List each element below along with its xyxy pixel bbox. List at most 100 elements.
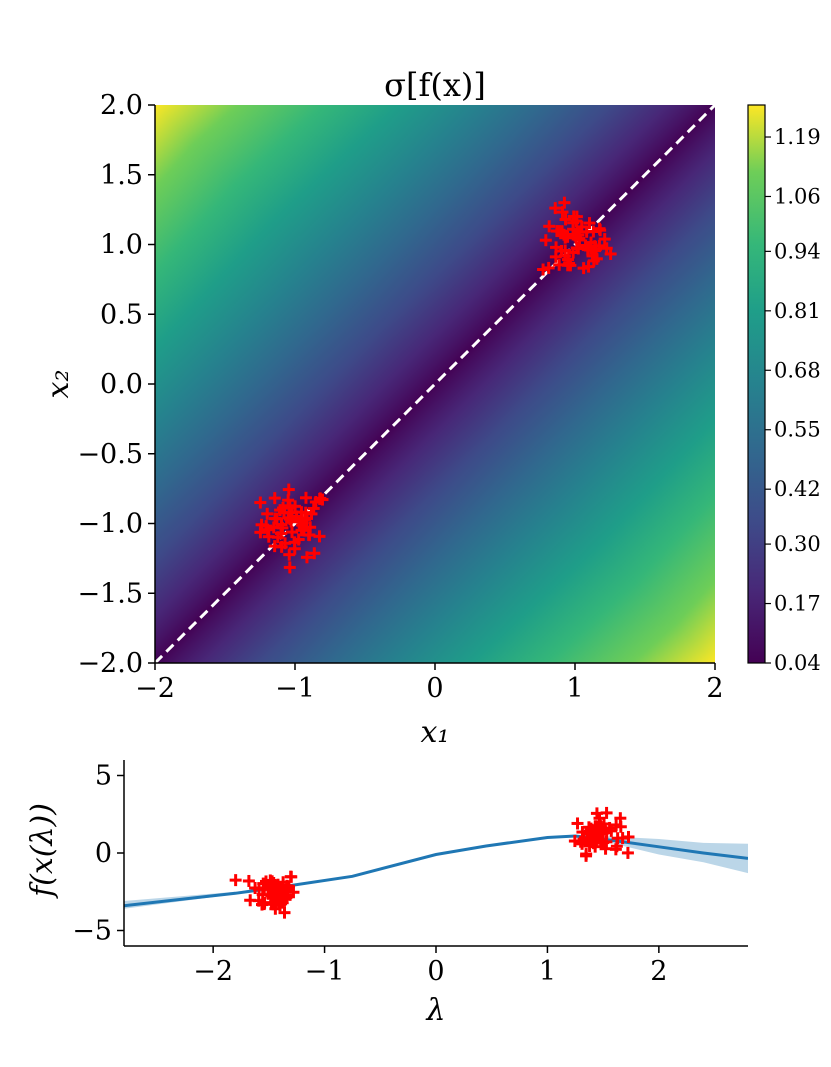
bottom-marker-1-29 bbox=[611, 832, 624, 845]
colorbar-ticks: 1.19 1.06 0.94 0.81 0.68 0.55 0.42 0.30 0.17 0.04 bbox=[765, 125, 821, 675]
top-marker-0-55 bbox=[314, 492, 327, 505]
line-y-tick-label: 5 bbox=[95, 761, 112, 792]
line-ylabel: f(x(λ)) bbox=[25, 803, 60, 899]
bottom-marker-0-50 bbox=[269, 895, 282, 908]
heatmap-y-tick-label: 1.5 bbox=[100, 160, 143, 191]
bottom-marker-1-57 bbox=[614, 812, 627, 825]
colorbar-tick-label: 0.94 bbox=[774, 239, 821, 263]
uncertainty-band bbox=[124, 835, 748, 909]
heatmap-title: σ[f(x)] bbox=[384, 66, 486, 104]
top-marker-1-51 bbox=[543, 220, 556, 233]
bottom-marker-1-41 bbox=[609, 843, 622, 856]
top-marker-1-49 bbox=[559, 231, 572, 244]
bottom-marker-0-47 bbox=[284, 870, 297, 883]
top-marker-1-8 bbox=[598, 233, 611, 246]
heatmap-y-tick-label: 0.5 bbox=[100, 299, 143, 330]
line-x-tick-label: 2 bbox=[650, 956, 667, 987]
top-marker-0-41 bbox=[286, 526, 299, 539]
top-marker-0-46 bbox=[262, 530, 275, 543]
bottom-marker-0-56 bbox=[269, 879, 282, 892]
top-marker-1-44 bbox=[587, 225, 600, 238]
top-marker-1-41 bbox=[570, 215, 583, 228]
line-y-tick-label: −5 bbox=[72, 916, 112, 947]
top-marker-1-43 bbox=[549, 250, 562, 263]
top-marker-0-38 bbox=[268, 492, 281, 505]
bottom-marker-1-59 bbox=[580, 832, 593, 845]
heatmap-layer bbox=[155, 105, 715, 663]
heatmap-panel: −2 −1 0 1 2 2.01.51.00.50.0−0.5−1.0−1.5−2.0 … bbox=[41, 66, 724, 750]
top-marker-0-47 bbox=[283, 499, 296, 512]
heatmap-y-tick-label: 1.0 bbox=[100, 230, 143, 261]
top-marker-1-56 bbox=[555, 244, 568, 257]
top-marker-1-36 bbox=[539, 234, 552, 247]
bottom-marker-0-59 bbox=[273, 886, 286, 899]
top-marker-1-46 bbox=[537, 263, 550, 276]
top-marker-0-48 bbox=[300, 551, 313, 564]
top-marker-0-42 bbox=[260, 520, 273, 533]
colorbar-tick-label: 0.30 bbox=[774, 532, 821, 556]
line-x-tick-label: 0 bbox=[427, 956, 444, 987]
heatmap-x-tick-label: 2 bbox=[706, 673, 723, 704]
top-marker-0-25 bbox=[282, 483, 295, 496]
top-marker-1-59 bbox=[590, 243, 603, 256]
colorbar-tick-label: 0.55 bbox=[774, 418, 821, 442]
top-marker-0-54 bbox=[292, 533, 305, 546]
mean-line bbox=[124, 834, 748, 908]
top-marker-1-45 bbox=[577, 262, 590, 275]
top-marker-0-57 bbox=[300, 512, 313, 525]
colorbar-gradient bbox=[747, 104, 766, 664]
line-x-tick-label: 1 bbox=[539, 956, 556, 987]
top-marker-1-12 bbox=[558, 196, 571, 209]
top-marker-0-24 bbox=[261, 507, 274, 520]
top-marker-1-1 bbox=[583, 217, 596, 230]
line-panel: −2 −1 0 1 2 5 0 −5 λ f(x(λ)) bbox=[25, 760, 748, 1028]
colorbar-tick-label: 1.06 bbox=[774, 184, 821, 208]
bottom-marker-0-39 bbox=[244, 894, 257, 907]
colorbar-tick-label: 0.42 bbox=[774, 477, 821, 501]
colorbar-tick-label: 0.81 bbox=[774, 299, 821, 323]
colorbar-tick-label: 1.19 bbox=[774, 125, 821, 149]
top-marker-1-52 bbox=[593, 222, 606, 235]
heatmap-y-tick-label: 0.0 bbox=[100, 369, 143, 400]
bottom-marker-0-43 bbox=[255, 898, 268, 911]
top-marker-0-50 bbox=[279, 537, 292, 550]
heatmap-x-tick-label: 0 bbox=[426, 673, 443, 704]
colorbar-tick-label: 0.17 bbox=[774, 592, 821, 616]
bottom-marker-0-51 bbox=[287, 886, 300, 899]
bottom-marker-0-33 bbox=[259, 875, 272, 888]
bottom-marker-1-55 bbox=[594, 834, 607, 847]
heatmap-y-ticks: 2.0 1.5 1.0 0.5 0.0 −0.5 −1.0 −1.5 −2.0 bbox=[77, 90, 155, 679]
top-marker-0-18 bbox=[283, 561, 296, 574]
heatmap-ylabel: x₂ bbox=[41, 370, 76, 399]
bottom-markers bbox=[229, 806, 635, 919]
line-x-tick-label: −1 bbox=[305, 956, 345, 987]
bottom-marker-1-16 bbox=[621, 846, 634, 859]
top-marker-0-56 bbox=[302, 528, 315, 541]
top-marker-1-31 bbox=[567, 223, 580, 236]
heatmap-y-tick-label: −1.5 bbox=[77, 578, 143, 609]
top-marker-0-21 bbox=[283, 548, 296, 561]
bottom-marker-0-52 bbox=[261, 883, 274, 896]
top-marker-0-28 bbox=[268, 540, 281, 553]
line-x-tick-label: −2 bbox=[193, 956, 233, 987]
top-marker-0-58 bbox=[277, 502, 290, 515]
bottom-marker-1-53 bbox=[593, 812, 606, 825]
line-y-tick-label: 0 bbox=[95, 838, 112, 869]
heatmap-x-tick-label: −2 bbox=[135, 673, 175, 704]
top-marker-1-53 bbox=[600, 242, 613, 255]
line-xlabel: λ bbox=[425, 993, 445, 1028]
top-marker-1-48 bbox=[564, 259, 577, 272]
top-marker-0-53 bbox=[254, 496, 267, 509]
top-marker-0-59 bbox=[288, 542, 301, 555]
heatmap-x-tick-label: −1 bbox=[275, 673, 315, 704]
top-marker-1-18 bbox=[559, 213, 572, 226]
bottom-marker-0-57 bbox=[278, 906, 291, 919]
bottom-marker-0-55 bbox=[229, 874, 242, 887]
colorbar-tick-label: 0.04 bbox=[774, 651, 821, 675]
bottom-marker-1-9 bbox=[580, 849, 593, 862]
top-marker-1-34 bbox=[556, 206, 569, 219]
dashed-diagonal-line bbox=[155, 105, 715, 663]
heatmap-y-tick-label: −2.0 bbox=[77, 648, 143, 679]
